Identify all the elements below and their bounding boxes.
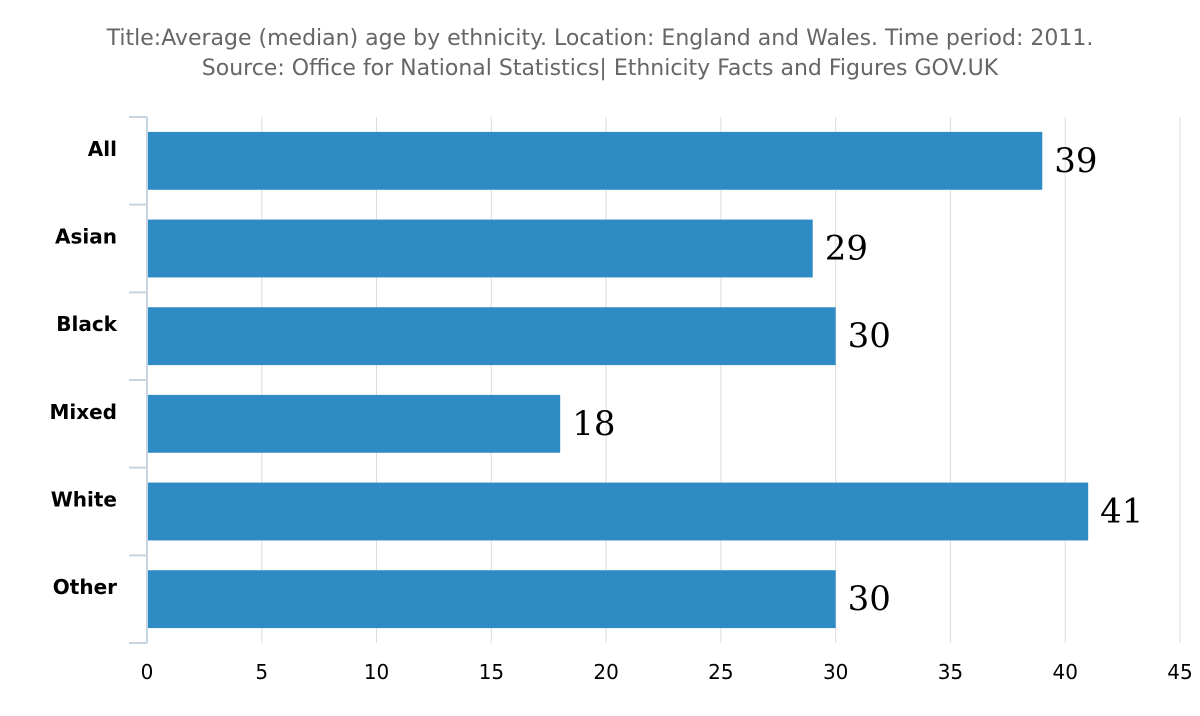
bar-asian (148, 219, 813, 278)
x-tick-label-20: 20 (593, 660, 618, 684)
category-label-asian: Asian (55, 225, 117, 249)
x-tick-label-25: 25 (708, 660, 733, 684)
chart-source-line: Source: Office for National Statistics| … (201, 56, 999, 81)
x-tick-label-5: 5 (255, 660, 268, 684)
bar-other (148, 570, 836, 629)
chart-title-line-1: Title:Average (median) age by ethnicity.… (106, 26, 1094, 51)
bar-mixed (148, 394, 561, 453)
bar-all (148, 131, 1043, 190)
bar-white (148, 482, 1089, 541)
bar-series (148, 131, 1089, 629)
data-label-black: 30 (848, 316, 891, 356)
x-tick-label-45: 45 (1167, 660, 1192, 684)
category-label-other: Other (53, 575, 117, 599)
x-tick-label-0: 0 (141, 660, 154, 684)
x-tick-label-40: 40 (1052, 660, 1077, 684)
x-tick-label-15: 15 (479, 660, 504, 684)
chart-title: Title:Average (median) age by ethnicity.… (0, 24, 1200, 84)
category-label-mixed: Mixed (49, 400, 117, 424)
data-label-asian: 29 (825, 229, 868, 269)
data-label-mixed: 18 (572, 404, 615, 444)
axes (129, 116, 148, 644)
category-label-white: White (51, 488, 117, 512)
x-tick-label-30: 30 (823, 660, 848, 684)
x-tick-label-35: 35 (938, 660, 963, 684)
gridlines (261, 117, 1181, 643)
bar-black (148, 307, 836, 366)
data-label-other: 30 (848, 579, 891, 619)
category-label-black: Black (56, 312, 117, 336)
data-label-all: 39 (1054, 141, 1097, 181)
category-label-all: All (88, 137, 117, 161)
labels: 0 5 10 15 20 25 30 35 40 45 All 39 Asian 29 Black 30 Mix… (49, 137, 1192, 684)
data-label-white: 41 (1100, 492, 1143, 532)
x-tick-label-10: 10 (364, 660, 389, 684)
